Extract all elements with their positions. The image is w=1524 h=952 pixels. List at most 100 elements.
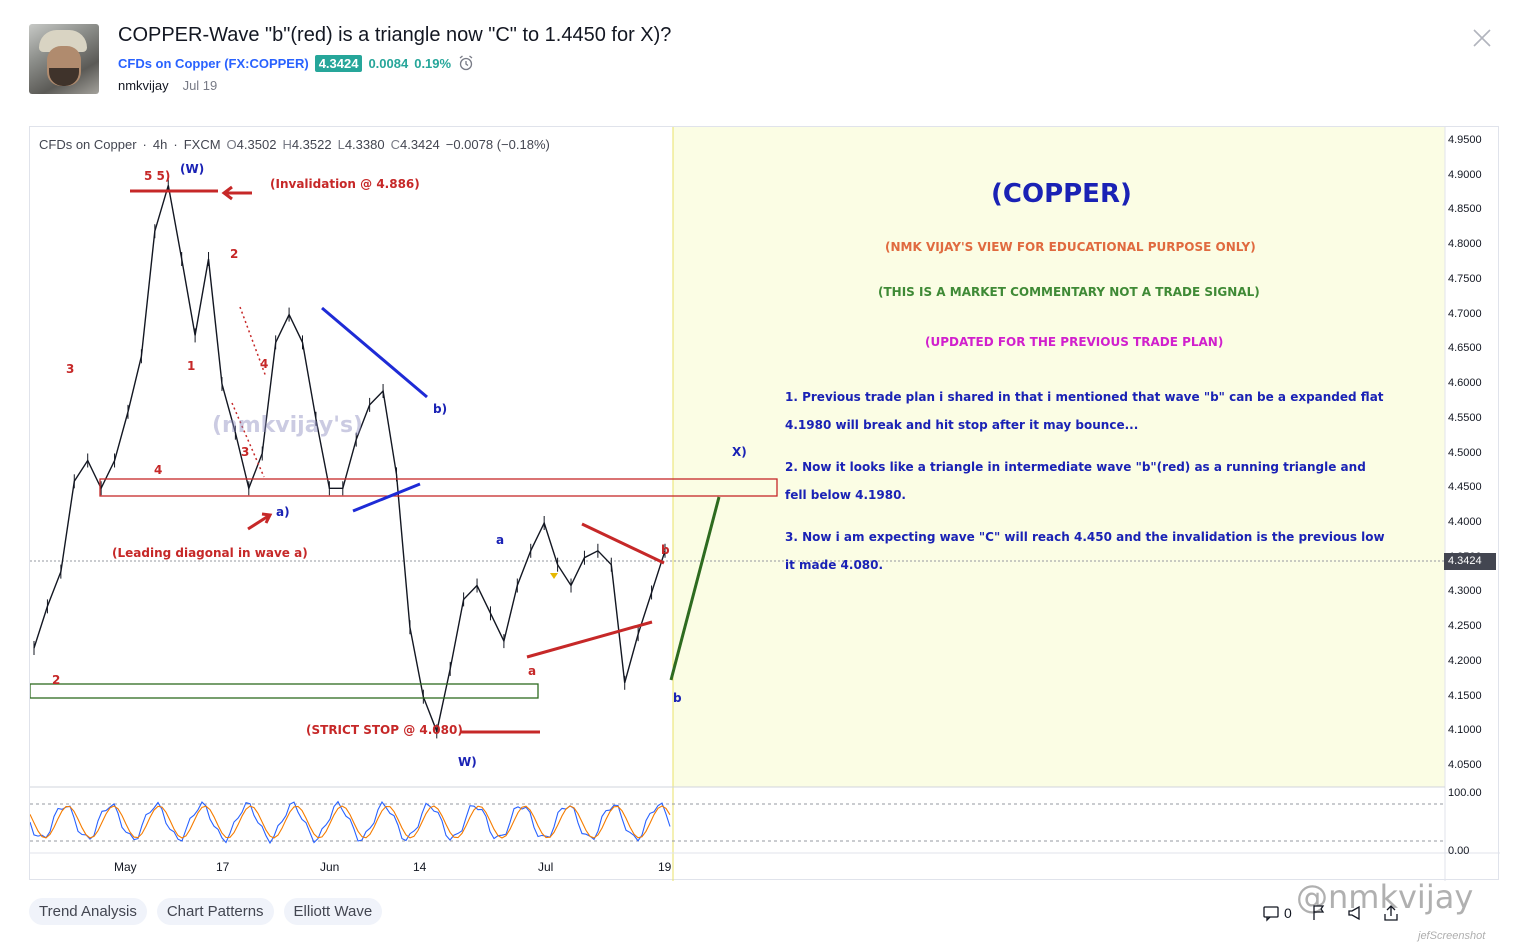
tag-elliott-wave[interactable]: Elliott Wave bbox=[283, 898, 383, 925]
triangle-upper-line bbox=[581, 522, 665, 565]
idea-title: COPPER-Wave "b"(red) is a triangle now "… bbox=[118, 24, 672, 46]
time-axis-label: Jun bbox=[320, 860, 340, 874]
resistance-zone bbox=[99, 478, 778, 497]
price-axis-label: 4.4000 bbox=[1448, 516, 1482, 528]
price-axis-label: 4.0500 bbox=[1448, 759, 1482, 772]
oscillator-line bbox=[30, 800, 671, 845]
support-zone bbox=[30, 683, 539, 699]
label-2-top: 2 bbox=[230, 247, 239, 261]
price-axis-label: 4.9000 bbox=[1448, 168, 1482, 181]
note-commentary: (THIS IS A MARKET COMMENTARY NOT A TRADE… bbox=[878, 285, 1260, 299]
label-3-small: 3 bbox=[241, 445, 250, 459]
label-w-close: W) bbox=[458, 755, 477, 769]
symbol-row: CFDs on Copper (FX:COPPER) 4.3424 0.0084… bbox=[118, 54, 475, 72]
label-b-close: b) bbox=[433, 402, 448, 416]
chart-legend: CFDs on Copper · 4h · FXCM O4.3502 H4.3522… bbox=[39, 137, 550, 152]
wedge-lower-line bbox=[352, 482, 421, 513]
close-icon[interactable] bbox=[1470, 26, 1494, 50]
oscillator-line bbox=[30, 805, 671, 839]
label-a-close: a) bbox=[276, 505, 290, 519]
time-axis-label: Jul bbox=[538, 860, 554, 874]
highlight-zone bbox=[673, 127, 1445, 787]
comment-count: 0 bbox=[1284, 905, 1292, 921]
share-icon[interactable] bbox=[1382, 904, 1400, 922]
idea-header: COPPER-Wave "b"(red) is a triangle now "… bbox=[0, 0, 1524, 110]
price-badge: 4.3424 bbox=[314, 54, 363, 72]
label-2-bottom: 2 bbox=[52, 673, 61, 687]
price-axis-label: 4.4500 bbox=[1448, 481, 1482, 494]
price-line bbox=[33, 185, 666, 734]
price-axis-label: 4.9500 bbox=[1448, 133, 1482, 146]
avatar[interactable] bbox=[29, 24, 99, 94]
note-heading: (COPPER) bbox=[991, 179, 1132, 209]
price-axis-label: 4.3000 bbox=[1448, 585, 1482, 598]
label-1: 1 bbox=[187, 359, 196, 373]
megaphone-icon[interactable] bbox=[1346, 904, 1364, 922]
price-axis-label: 4.7500 bbox=[1448, 272, 1482, 285]
price-axis-label: 4.2000 bbox=[1448, 654, 1482, 667]
label-leading-diagonal: (Leading diagonal in wave a) bbox=[112, 546, 308, 560]
label-3-left: 3 bbox=[66, 362, 75, 376]
oscillator bbox=[30, 800, 671, 845]
wedge-upper-line bbox=[321, 306, 428, 399]
note-updated: (UPDATED FOR THE PREVIOUS TRADE PLAN) bbox=[925, 335, 1224, 349]
price-series bbox=[33, 178, 666, 739]
label-five: 5 5) bbox=[144, 169, 171, 183]
label-a-red: a bbox=[528, 664, 537, 678]
note-point-1: 1. Previous trade plan i shared in that … bbox=[785, 390, 1384, 432]
publish-date: Jul 19 bbox=[182, 78, 218, 93]
label-a-blue: a bbox=[496, 533, 505, 547]
price-axis-label: 4.5000 bbox=[1448, 446, 1482, 459]
comments-button[interactable]: 0 bbox=[1262, 904, 1292, 922]
label-x-close: X) bbox=[732, 445, 747, 459]
price-change: 0.0084 bbox=[368, 55, 409, 71]
tag-list: Trend Analysis Chart Patterns Elliott Wa… bbox=[29, 898, 383, 925]
projection-line bbox=[669, 496, 721, 681]
tag-chart-patterns[interactable]: Chart Patterns bbox=[156, 898, 274, 925]
author-row: nmkvijay Jul 19 bbox=[118, 78, 217, 93]
chart-frame[interactable]: CFDs on Copper · 4h · FXCM O4.3502 H4.3522… bbox=[29, 126, 1500, 881]
label-4-left: 4 bbox=[154, 463, 163, 477]
price-axis-label: 4.6500 bbox=[1448, 342, 1482, 355]
label-w-top: (W) bbox=[180, 162, 205, 176]
tag-trend-analysis[interactable]: Trend Analysis bbox=[29, 898, 147, 925]
osc-axis-label: 100.00 bbox=[1448, 787, 1482, 799]
chart-canvas[interactable] bbox=[30, 127, 1500, 881]
time-axis-label: May bbox=[114, 860, 137, 874]
time-axis-label: 19 bbox=[658, 860, 672, 874]
price-axis-label: 4.2500 bbox=[1448, 620, 1482, 633]
last-price-label: 4.3424 bbox=[1444, 553, 1496, 570]
author-name[interactable]: nmkvijay bbox=[118, 78, 169, 93]
triangle-lower-line bbox=[526, 620, 653, 659]
note-point-3: 3. Now i am expecting wave "C" will reac… bbox=[785, 530, 1385, 572]
social-actions: 0 bbox=[1262, 904, 1400, 922]
flag-icon[interactable] bbox=[1310, 904, 1328, 922]
time-axis-label: 17 bbox=[216, 860, 230, 874]
price-axis-label: 4.8000 bbox=[1448, 238, 1482, 251]
note-view: (NMK VIJAY'S VIEW FOR EDUCATIONAL PURPOS… bbox=[885, 240, 1256, 254]
comment-icon bbox=[1262, 904, 1280, 922]
label-b-red: b bbox=[661, 543, 670, 557]
price-change-pct: 0.19% bbox=[414, 55, 452, 71]
marker-triangle bbox=[550, 573, 558, 579]
dotted-guide bbox=[231, 306, 267, 478]
price-axis-label: 4.7000 bbox=[1448, 307, 1482, 320]
price-axis-label: 4.8500 bbox=[1448, 203, 1482, 216]
invalidation-arrow bbox=[221, 185, 252, 201]
time-axis-label: 14 bbox=[413, 860, 427, 874]
alarm-clock-icon[interactable] bbox=[457, 54, 475, 72]
corner-watermark: @nmkvijay bbox=[1296, 878, 1474, 916]
diagonal-arrow bbox=[247, 512, 273, 531]
label-strict-stop: (STRICT STOP @ 4.080) bbox=[306, 723, 463, 737]
osc-axis-label: 0.00 bbox=[1448, 845, 1470, 857]
label-4-small: 4 bbox=[260, 357, 269, 371]
chart-watermark: (nmkvijay's) bbox=[212, 413, 364, 438]
price-axis-label: 4.5500 bbox=[1448, 411, 1482, 424]
price-axis-label: 4.1000 bbox=[1448, 724, 1482, 737]
symbol-link[interactable]: CFDs on Copper (FX:COPPER) bbox=[118, 55, 309, 71]
price-axis-label: 4.1500 bbox=[1448, 689, 1482, 702]
note-point-2: 2. Now it looks like a triangle in inter… bbox=[785, 460, 1366, 502]
screenshot-watermark: jefScreenshot bbox=[1418, 930, 1486, 942]
label-b-blue: b bbox=[673, 691, 682, 705]
price-axis-label: 4.6000 bbox=[1448, 377, 1482, 390]
